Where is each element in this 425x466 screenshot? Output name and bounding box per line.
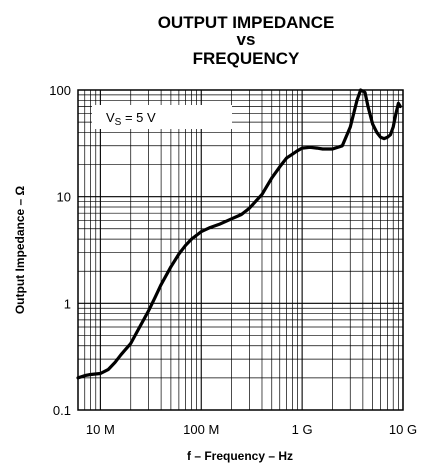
y-tick-labels: 0.1 1 10 100 <box>49 83 71 418</box>
y-tick-label: 100 <box>49 83 71 98</box>
x-tick-label: 10 M <box>86 422 115 437</box>
legend-label-subscript: S <box>115 117 122 128</box>
chart-title-line-1: OUTPUT IMPEDANCE <box>158 13 335 32</box>
x-axis-label: f – Frequency – Hz <box>187 449 293 463</box>
y-tick-label: 1 <box>64 296 71 311</box>
legend-label-v: V <box>106 110 115 125</box>
grid <box>77 89 404 411</box>
chart-title-line-2: vs <box>237 30 256 49</box>
legend-label: VS = 5 V <box>106 110 156 128</box>
x-tick-labels: 10 M 100 M 1 G 10 G <box>86 422 417 437</box>
y-tick-label: 0.1 <box>53 403 71 418</box>
x-tick-label: 100 M <box>183 422 219 437</box>
plot-frame <box>77 89 404 411</box>
x-tick-label: 1 G <box>292 422 313 437</box>
legend-label-value: = 5 V <box>121 110 156 125</box>
y-tick-label: 10 <box>57 190 71 205</box>
y-axis-label: Output Impedance – Ω <box>13 185 27 314</box>
legend: VS = 5 V <box>92 105 232 129</box>
chart-title-line-3: FREQUENCY <box>193 49 300 68</box>
impedance-series-line <box>76 88 402 380</box>
x-tick-label: 10 G <box>389 422 417 437</box>
legend-box <box>92 105 232 129</box>
